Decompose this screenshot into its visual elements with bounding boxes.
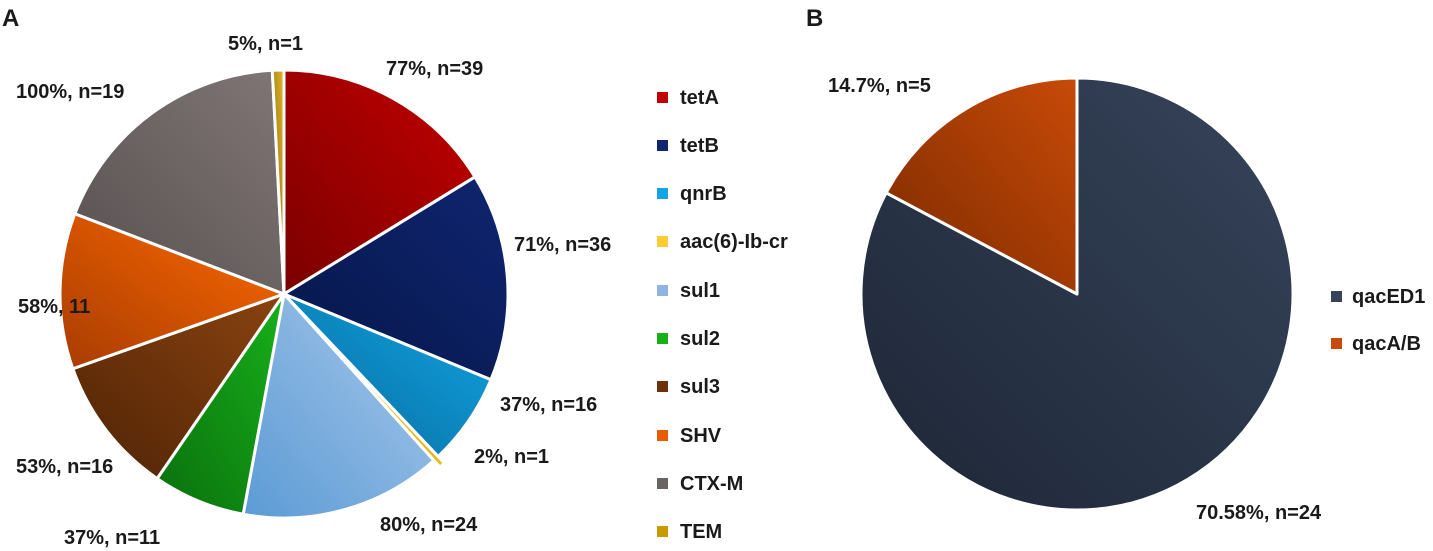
legend-label-qnrB: qnrB (680, 183, 727, 205)
data-label-tetA: 77%, n=39 (386, 58, 483, 80)
data-label-tetB: 71%, n=36 (514, 234, 611, 256)
legend-swatch-TEM (657, 526, 668, 537)
legend-swatch-sul3 (657, 381, 668, 392)
legend-swatch-SHV (657, 430, 668, 441)
legend-label-qacED1: qacED1 (1352, 286, 1425, 308)
data-labels-b: 70.58%, n=24 14.7%, n=5 (828, 75, 1322, 524)
data-label-CTX-M: 100%, n=19 (16, 81, 124, 103)
data-label-qacAB: 14.7%, n=5 (828, 75, 931, 97)
legend-swatch-qnrB (657, 188, 668, 199)
legend-swatch-qacAB (1331, 338, 1342, 349)
pie-slice-CTX-M (73, 68, 286, 296)
pie-slice-tetA (282, 68, 477, 296)
legend-a: tetA tetB qnrB aac(6)-Ib-cr sul1 sul2 su… (657, 87, 788, 543)
legend-label-sul1: sul1 (680, 280, 720, 302)
pie-slice-SHV (58, 212, 286, 371)
legend-label-CTX-M: CTX-M (680, 473, 743, 495)
pie-slice-sul1 (241, 292, 436, 520)
data-label-qacED1: 70.58%, n=24 (1196, 502, 1322, 524)
data-label-aac6: 2%, n=1 (474, 446, 549, 468)
legend-swatch-qacED1 (1331, 291, 1342, 302)
pie-slice-tetB (282, 175, 510, 382)
data-label-SHV: 58%, 11 (18, 296, 90, 318)
legend-label-tetB: tetB (680, 135, 719, 157)
pie-slice-sul3 (71, 292, 286, 481)
legend-label-qacAB: qacA/B (1352, 333, 1421, 355)
legend-label-SHV: SHV (680, 425, 722, 447)
legend-label-sul3: sul3 (680, 376, 720, 398)
legend-label-tetA: tetA (680, 87, 719, 109)
data-label-sul2: 37%, n=11 (64, 527, 160, 549)
data-label-qnrB: 37%, n=16 (500, 394, 597, 416)
data-label-sul1: 80%, n=24 (380, 514, 478, 536)
legend-label-aac6: aac(6)-Ib-cr (680, 231, 788, 253)
legend-swatch-CTX-M (657, 478, 668, 489)
pie-slice-TEM (270, 68, 286, 296)
legend-b: qacED1 qacA/B (1331, 286, 1425, 355)
legend-swatch-sul1 (657, 285, 668, 296)
legend-label-TEM: TEM (680, 521, 722, 543)
panel-a-letter: A (2, 5, 19, 32)
legend-swatch-tetB (657, 140, 668, 151)
panel-b-letter: B (806, 5, 823, 32)
data-label-TEM: 5%, n=1 (228, 33, 303, 55)
legend-swatch-sul2 (657, 333, 668, 344)
pie-slice-qacA-B (884, 76, 1079, 296)
legend-swatch-aac6 (657, 236, 668, 247)
data-label-sul3: 53%, n=16 (16, 456, 113, 478)
pie-chart-b (859, 76, 1295, 512)
data-labels-a: 77%, n=39 71%, n=36 37%, n=16 2%, n=1 80… (16, 33, 611, 549)
pie-chart-a (58, 68, 510, 520)
legend-label-sul2: sul2 (680, 328, 720, 350)
legend-swatch-tetA (657, 92, 668, 103)
